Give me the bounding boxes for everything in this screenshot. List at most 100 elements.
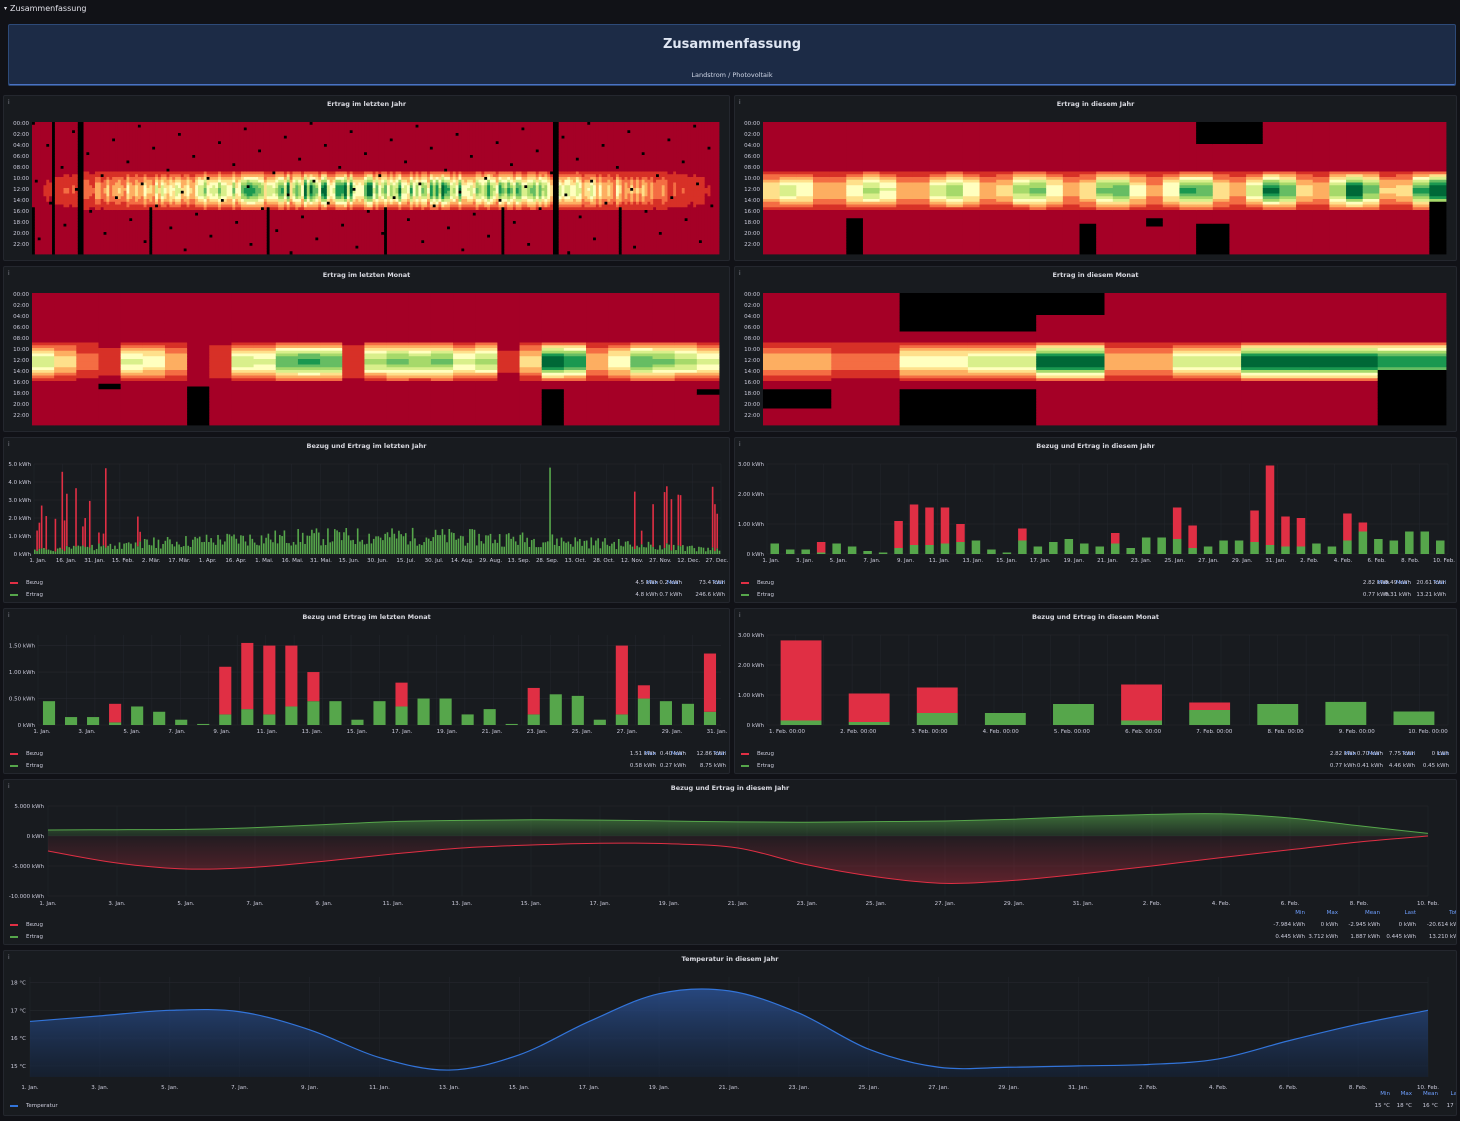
heatmap-cell [278,234,282,238]
heatmap-cell [272,122,276,126]
heatmap-cell [198,160,202,164]
heatmap-cell [266,174,270,178]
heatmap-cell [157,144,162,148]
row-header-zusammenfassung[interactable]: ▾ Zusammenfassung [0,0,1460,16]
heatmap-cell [117,215,122,219]
heatmap-cell [175,144,179,148]
heatmap-cell [169,245,173,249]
heatmap-cell [140,234,145,238]
heatmap-cell [69,149,73,153]
heatmap-cell [140,146,145,150]
heatmap-cell [266,122,270,126]
heatmap-cell [115,207,119,211]
heatmap-cell [146,207,150,211]
heatmap-cell [309,215,313,219]
heatmap-cell [243,212,248,216]
heatmap-cell [232,229,236,233]
heatmap-cell [318,210,322,214]
heatmap-cell [34,212,39,216]
heatmap-cell [229,138,233,142]
heatmap-cell [252,157,256,161]
heatmap-cell [63,124,67,128]
heatmap-cell [123,152,127,156]
heatmap-cell [183,215,187,219]
heatmap-cell [255,243,259,247]
heatmap-cell [238,210,242,214]
heatmap-cell [60,240,64,244]
heatmap-cell [212,245,216,249]
heatmap-cell [183,160,187,164]
heatmap-cell [63,190,67,194]
heatmap-cell [109,149,113,153]
heatmap-cell [326,188,331,192]
heatmap-cell [238,179,242,183]
heatmap-cell [212,188,216,192]
heatmap-cell [258,199,262,203]
heatmap-cell [318,218,322,222]
heatmap-cell [235,207,239,211]
heatmap-cell [80,199,84,203]
heatmap-cell [32,138,36,142]
heatmap-cell [289,144,293,148]
info-icon[interactable]: i [8,99,10,106]
heatmap-cell [315,212,319,216]
panel-heatmap-last-year[interactable]: i Ertrag im letzten Jahr 00:00 02:00 04:00… [3,95,730,261]
heatmap-cell [72,229,76,233]
heatmap-cell [157,152,162,156]
heatmap-cell [315,146,319,150]
heatmap-cell [123,133,127,137]
y-tick-label: 02:00 [13,132,29,138]
heatmap-cell [40,199,44,203]
heatmap-cell [206,127,210,131]
heatmap-cell [52,141,56,145]
heatmap-cell [40,138,44,142]
heatmap-cell [97,232,102,236]
heatmap-cell [258,232,262,236]
heatmap-cell [132,199,136,203]
heatmap-cell [172,122,176,126]
heatmap-cell [226,182,230,186]
heatmap-cell [275,138,279,142]
heatmap-cell [301,199,305,203]
heatmap-cell [155,223,159,227]
heatmap-cell [289,146,293,150]
heatmap-cell [52,127,56,131]
heatmap-cell [306,124,311,128]
heatmap-cell [97,157,102,161]
heatmap-cell [266,232,270,236]
heatmap-cell [183,149,187,153]
heatmap-cell [166,212,170,216]
heatmap-cell [223,155,228,159]
heatmap-cell [212,146,216,150]
heatmap-cell [123,160,127,164]
heatmap-cell [198,124,202,128]
heatmap-cell [249,138,253,142]
heatmap-cell [298,171,302,175]
heatmap-cell [303,229,308,233]
heatmap-cell [318,160,322,164]
heatmap-cell [155,124,159,128]
heatmap-cell [69,146,73,150]
heatmap-cell [249,146,253,150]
heatmap-cell [86,122,90,126]
heatmap-cell [249,237,253,241]
heatmap-cell [155,160,159,164]
heatmap-cell [229,210,233,214]
heatmap-cell [295,218,299,222]
heatmap-cell [72,226,76,230]
heatmap-cell [80,207,84,211]
heatmap-cell [83,152,87,156]
heatmap-cell [220,212,225,216]
heatmap-cell [206,152,210,156]
heatmap-cell [246,157,250,161]
heatmap-cell [232,190,236,194]
heatmap-cell [183,144,187,148]
heatmap-cell [309,229,313,233]
heatmap-cell [189,122,193,126]
heatmap-cell [261,179,265,183]
heatmap-cell [77,237,82,241]
heatmap-cell [137,155,142,159]
heatmap-cell [278,152,282,156]
heatmap-cell [129,193,133,197]
heatmap-cell [255,166,259,170]
